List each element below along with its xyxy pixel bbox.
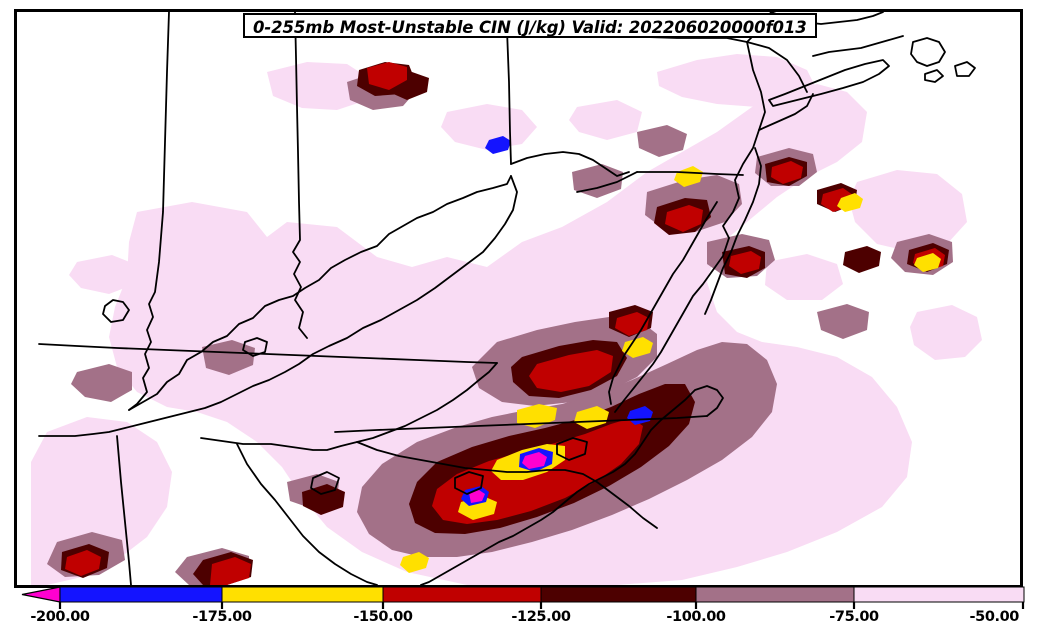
colorbar-ticks <box>58 602 1025 609</box>
colorbar-tick-label-1: -175.00 <box>192 609 252 625</box>
state-boundaries <box>38 12 976 585</box>
cin-contour-map[interactable] <box>17 12 1020 585</box>
contour-band-below-200 <box>469 452 547 503</box>
colorbar-segment-3 <box>540 586 697 603</box>
colorbar-tick-label-0: -200.00 <box>30 609 90 625</box>
colorbar-scale[interactable] <box>0 584 1044 633</box>
colorbar-tick-label-5: -75.00 <box>829 609 879 625</box>
colorbar-tick-label-3: -125.00 <box>511 609 571 625</box>
map-title-label: 0-255mb Most-Unstable CIN (J/kg) Valid: … <box>243 13 817 38</box>
map-panel[interactable] <box>14 9 1023 588</box>
colorbar-segment-0 <box>59 586 223 603</box>
colorbar-tick-label-2: -150.00 <box>353 609 413 625</box>
colorbar-tick-label-6: -50.00 <box>969 609 1020 625</box>
colorbar[interactable]: -200.00 -175.00 -150.00 -125.00 -100.00 … <box>0 584 1044 633</box>
colorbar-segment-1 <box>221 586 384 603</box>
colorbar-under-arrow <box>21 586 61 603</box>
colorbar-tick-label-4: -100.00 <box>666 609 726 625</box>
colorbar-segment-5 <box>853 586 1025 603</box>
colorbar-segment-2 <box>382 586 542 603</box>
colorbar-segment-4 <box>695 586 855 603</box>
